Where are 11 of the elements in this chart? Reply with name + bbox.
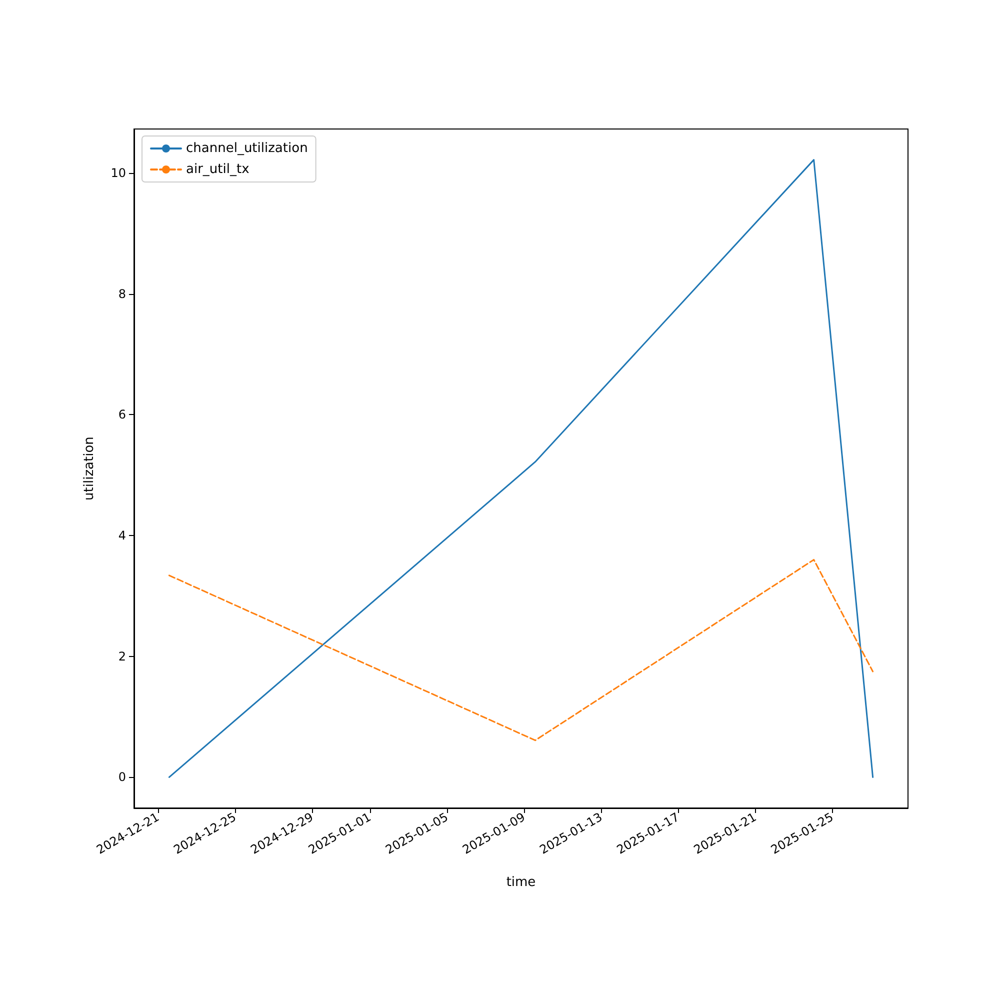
y-tick-label: 10: [110, 166, 126, 180]
y-tick-label: 0: [118, 770, 126, 784]
legend-label: air_util_tx: [186, 162, 250, 177]
y-tick-label: 8: [118, 286, 126, 301]
y-tick-label: 4: [118, 528, 126, 543]
y-tick-label: 2: [118, 649, 126, 664]
line-series: [168, 558, 874, 742]
y-tick-label: 6: [118, 408, 126, 422]
legend-label: channel_utilization: [186, 141, 308, 156]
y-axis-title: utilization: [82, 436, 97, 500]
x-axis-title: time: [506, 875, 536, 890]
